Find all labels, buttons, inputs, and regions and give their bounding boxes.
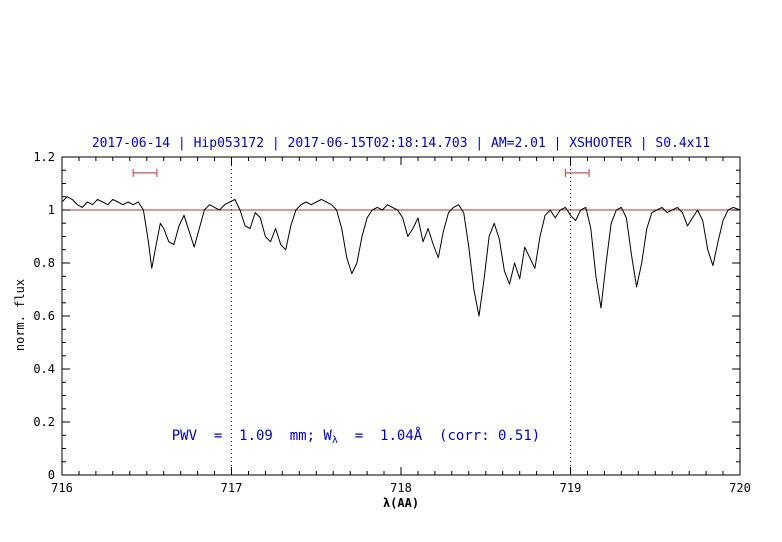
y-tick-label: 1.2 (33, 150, 55, 164)
y-tick-label: 0.6 (33, 309, 55, 323)
measurement-marker (132, 168, 158, 177)
y-tick-label: 0.2 (33, 415, 55, 429)
x-tick-label: 717 (221, 481, 243, 495)
plot-title: 2017-06-14 | Hip053172 | 2017-06-15T02:1… (91, 136, 711, 151)
pwv-annotation: PWV = 1.09 mm; Wλ = 1.04Å (corr: 0.51) (138, 412, 540, 460)
y-tick-label: 0.4 (33, 362, 55, 376)
x-tick-label: 716 (51, 481, 73, 495)
pwv-annotation-prefix: PWV = 1.09 mm; W (171, 428, 332, 444)
y-tick-label: 1 (48, 203, 55, 217)
y-tick-label: 0 (48, 468, 55, 482)
x-axis-label: λ(AA) (382, 496, 420, 510)
spectrum-line (61, 196, 741, 317)
y-axis-label: norm. flux (13, 278, 27, 352)
pwv-annotation-suffix: = 1.04Å (corr: 0.51) (337, 428, 541, 444)
x-tick-label: 719 (560, 481, 582, 495)
x-tick-label: 718 (390, 481, 412, 495)
x-tick-label: 720 (729, 481, 751, 495)
y-tick-label: 0.8 (33, 256, 55, 270)
lambda-subscript: λ (331, 435, 338, 446)
measurement-marker (564, 168, 590, 177)
